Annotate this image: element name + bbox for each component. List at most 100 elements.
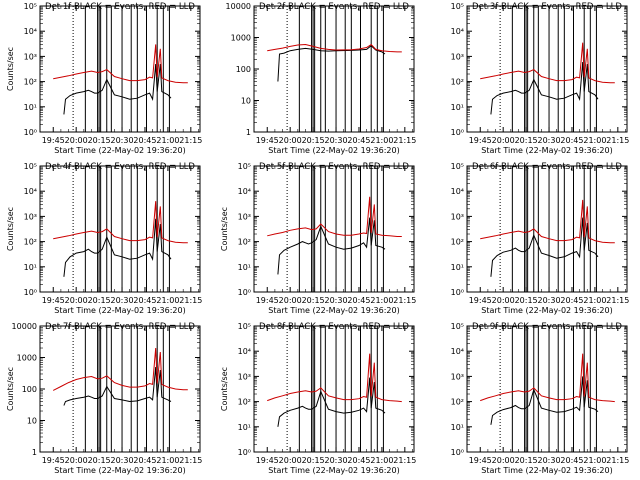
lld-series-line [480, 42, 615, 84]
x-tick-label: 21:15 [606, 296, 629, 305]
x-axis-label: Start Time (22-May-02 19:36:20) [481, 306, 612, 315]
panel-title: Det 6f BLACK = Events, RED = LLD [472, 162, 622, 172]
x-tick-label: 20:30 [538, 136, 561, 145]
y-tick-label: 10⁵ [238, 322, 251, 331]
lld-series-line [267, 196, 402, 237]
x-tick-label: 21:00 [583, 296, 606, 305]
lld-series-line [53, 44, 188, 84]
x-tick-label: 20:45 [560, 136, 583, 145]
y-axis-label: Counts/sec [220, 367, 229, 411]
x-tick-label: 20:15 [88, 136, 111, 145]
lld-series-line [267, 353, 402, 403]
y-tick-label: 10⁴ [451, 187, 464, 196]
y-tick-label: 1000 [231, 34, 251, 43]
y-tick-label: 10³ [24, 52, 37, 61]
y-tick-label: 10⁴ [24, 187, 37, 196]
y-tick-label: 10⁵ [24, 162, 37, 171]
events-series-line [63, 366, 172, 406]
y-tick-label: 10² [451, 238, 464, 247]
y-tick-label: 10² [238, 398, 251, 407]
y-tick-label: 10000 [12, 322, 37, 331]
lld-series-line [52, 347, 188, 391]
y-tick-label: 10⁵ [451, 322, 464, 331]
x-axis-label: Start Time (22-May-02 19:36:20) [268, 306, 399, 315]
x-tick-label: 20:45 [133, 136, 156, 145]
lld-series-line [267, 43, 402, 53]
x-tick-label: 21:15 [179, 296, 202, 305]
x-tick-label: 20:15 [515, 296, 538, 305]
x-tick-label: 20:30 [325, 456, 348, 465]
x-tick-label: 21:00 [583, 456, 606, 465]
y-tick-label: 10⁰ [238, 448, 251, 457]
events-series-line [63, 218, 172, 277]
plot-frame [253, 165, 415, 293]
y-tick-label: 10² [24, 78, 37, 87]
detector-panel: Det 6f BLACK = Events, RED = LLD 10⁰ 10¹ 10… [451, 162, 630, 315]
x-tick-label: 20:00 [65, 456, 88, 465]
x-tick-label: 21:15 [393, 296, 416, 305]
detector-panel: Det 8f BLACK = Events, RED = LLD 10⁰ 10¹ 10… [220, 322, 416, 475]
y-tick-label: 10¹ [24, 263, 37, 272]
detector-panel: Det 4f BLACK = Events, RED = LLD 10⁰ 10¹ 10… [6, 162, 202, 315]
x-tick-label: 20:00 [279, 456, 302, 465]
x-tick-label: 21:15 [393, 136, 416, 145]
y-tick-label: 10⁵ [238, 162, 251, 171]
y-tick-label: 10⁴ [238, 187, 251, 196]
events-series-line [490, 217, 599, 277]
y-tick-label: 10¹ [451, 423, 464, 432]
y-tick-label: 100 [22, 385, 37, 394]
x-tick-label: 20:45 [347, 456, 370, 465]
x-tick-label: 19:45 [42, 296, 65, 305]
x-tick-label: 20:15 [302, 296, 325, 305]
x-tick-label: 20:30 [538, 296, 561, 305]
x-tick-label: 20:00 [492, 296, 515, 305]
x-tick-label: 21:15 [606, 456, 629, 465]
x-tick-label: 19:45 [256, 296, 279, 305]
y-tick-label: 10³ [238, 372, 251, 381]
events-series-line [277, 377, 386, 427]
y-tick-label: 10⁰ [451, 128, 464, 137]
x-tick-label: 19:45 [256, 456, 279, 465]
panel-title: Det 2f BLACK = Events, RED = LLD [259, 2, 409, 12]
plot-frame [253, 325, 415, 453]
x-tick-label: 21:00 [370, 296, 393, 305]
x-tick-label: 21:00 [156, 136, 179, 145]
x-tick-label: 20:45 [347, 136, 370, 145]
detector-panel: Det 1f BLACK = Events, RED = LLD 10⁰ 10¹ 10… [6, 2, 202, 155]
y-tick-label: 10³ [24, 212, 37, 221]
plot-frame [39, 5, 201, 133]
y-tick-label: 10³ [238, 212, 251, 221]
y-tick-label: 10² [451, 78, 464, 87]
y-tick-label: 10⁵ [24, 2, 37, 11]
y-tick-label: 10 [241, 97, 251, 106]
y-tick-label: 10³ [451, 52, 464, 61]
y-tick-label: 10² [24, 238, 37, 247]
events-series-line [490, 376, 599, 425]
x-tick-label: 20:45 [560, 296, 583, 305]
y-tick-label: 10⁴ [451, 27, 464, 36]
y-axis-label: Counts/sec [6, 47, 15, 91]
x-tick-label: 21:15 [179, 136, 202, 145]
y-tick-label: 10⁵ [451, 2, 464, 11]
detector-panel: Det 5f BLACK = Events, RED = LLD 10⁰ 10¹ 10… [220, 162, 416, 315]
y-axis-label: Counts/sec [6, 207, 15, 251]
x-tick-label: 20:15 [88, 456, 111, 465]
x-tick-label: 20:00 [65, 296, 88, 305]
y-tick-label: 10⁴ [451, 347, 464, 356]
y-tick-label: 10⁰ [24, 288, 37, 297]
x-tick-label: 21:00 [156, 296, 179, 305]
y-tick-label: 10¹ [451, 103, 464, 112]
x-tick-label: 20:30 [111, 136, 134, 145]
y-tick-label: 10² [238, 238, 251, 247]
x-tick-label: 20:15 [88, 296, 111, 305]
y-tick-label: 10³ [451, 212, 464, 221]
panel-title: Det 9f BLACK = Events, RED = LLD [472, 322, 622, 332]
plot-frame [466, 5, 628, 133]
x-axis-label: Start Time (22-May-02 19:36:20) [481, 146, 612, 155]
y-tick-label: 1 [246, 128, 251, 137]
x-tick-label: 19:45 [469, 296, 492, 305]
x-tick-label: 20:15 [515, 136, 538, 145]
x-tick-label: 21:15 [393, 456, 416, 465]
y-axis-label: Counts/sec [220, 207, 229, 251]
